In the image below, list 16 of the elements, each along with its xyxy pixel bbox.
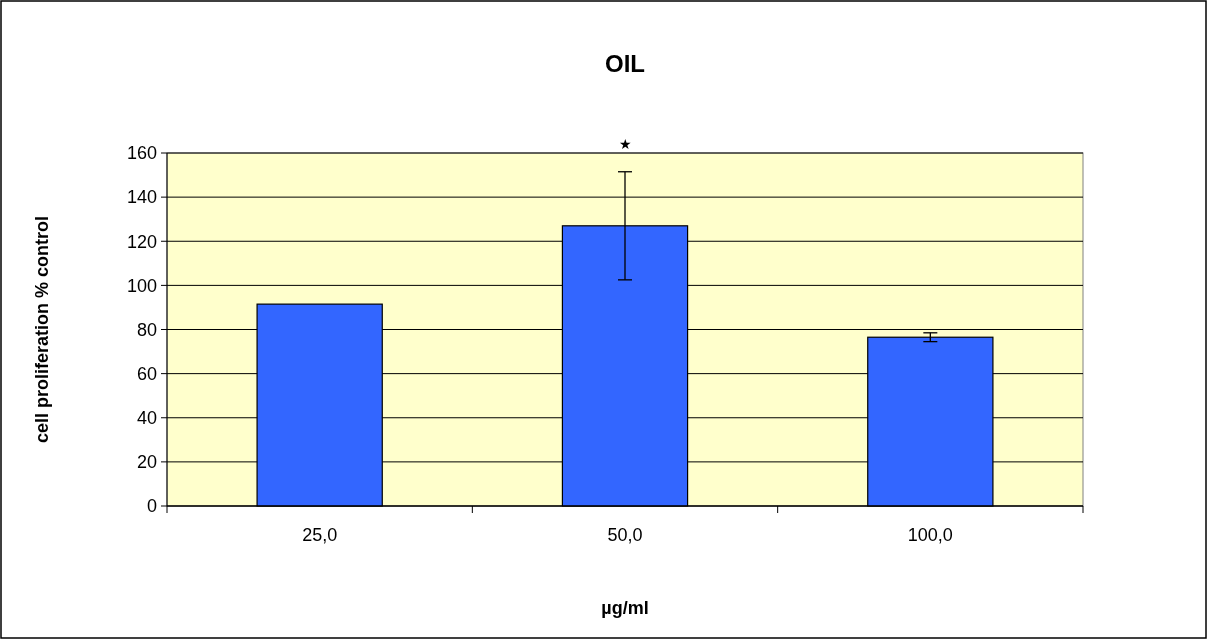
chart-title: OIL [605,50,645,77]
y-tick-label: 100 [126,275,157,296]
text: ★ [618,136,632,152]
y-tick-label: 160 [126,143,157,164]
y-tick-label: 80 [136,319,157,340]
y-tick-label: 140 [126,187,157,208]
y-tick-label: 40 [136,408,157,429]
y-tick-label: 60 [136,363,157,384]
x-axis-title: µg/ml [601,598,649,618]
y-tick-label: 20 [136,452,157,473]
x-tick-label: 100,0 [907,525,953,545]
y-tick-label: 120 [126,231,157,252]
y-axis-title: cell proliferation % control [32,215,52,444]
y-tick-label: 0 [146,496,157,517]
x-tick-label: 25,0 [302,525,338,545]
x-tick-label: 50,0 [607,525,643,545]
